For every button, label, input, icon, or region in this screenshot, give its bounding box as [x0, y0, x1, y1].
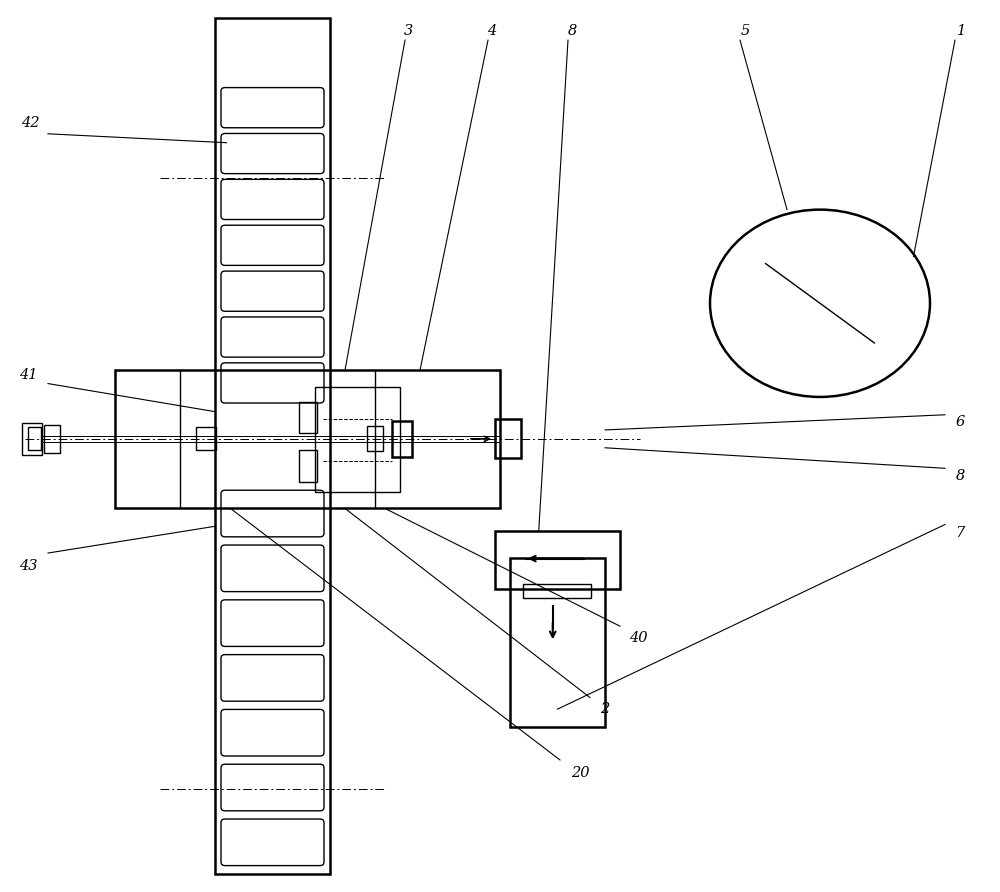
Text: 20: 20	[571, 766, 589, 780]
Bar	[299, 450, 317, 482]
Bar	[367, 426, 383, 451]
Text: 3: 3	[403, 24, 413, 38]
Text: 4: 4	[487, 24, 497, 38]
Text: 1: 1	[957, 24, 967, 38]
Text: 40: 40	[629, 631, 647, 645]
Text: 7: 7	[955, 525, 965, 540]
Bar	[215, 18, 330, 874]
Bar	[44, 425, 60, 453]
Text: 8: 8	[567, 24, 577, 38]
Bar	[28, 427, 41, 450]
Text: 42: 42	[21, 116, 39, 130]
Text: 41: 41	[19, 368, 37, 382]
Text: 43: 43	[19, 559, 37, 574]
Bar	[523, 584, 591, 598]
Bar	[22, 423, 42, 455]
Bar	[115, 370, 500, 508]
Text: 5: 5	[740, 24, 750, 38]
Bar	[196, 427, 216, 450]
Text: 8: 8	[955, 469, 965, 483]
Bar	[495, 419, 521, 458]
Bar	[495, 531, 620, 589]
Bar	[315, 387, 400, 492]
Text: 6: 6	[955, 415, 965, 429]
Bar	[510, 558, 605, 727]
Bar	[392, 421, 412, 457]
Text: 2: 2	[600, 702, 610, 716]
Bar	[299, 402, 317, 434]
